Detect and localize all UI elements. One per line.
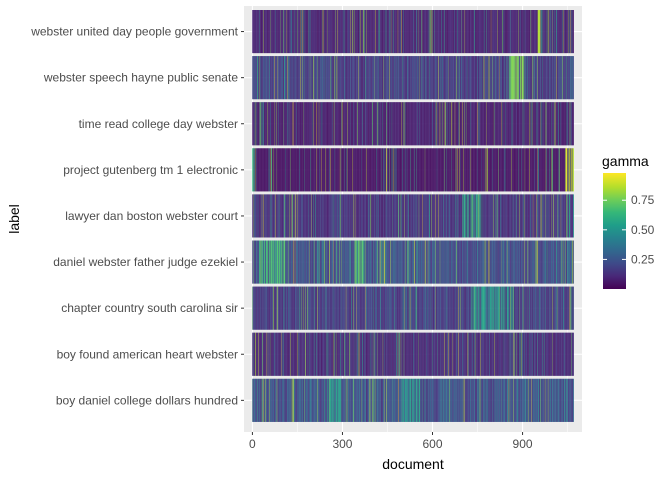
heatmap-row — [252, 194, 574, 238]
heatmap-row — [252, 102, 574, 146]
heatmap-row — [252, 10, 574, 54]
heatmap-row — [252, 148, 574, 192]
heatmap-cells — [252, 10, 574, 422]
heatmap-row — [252, 56, 574, 100]
